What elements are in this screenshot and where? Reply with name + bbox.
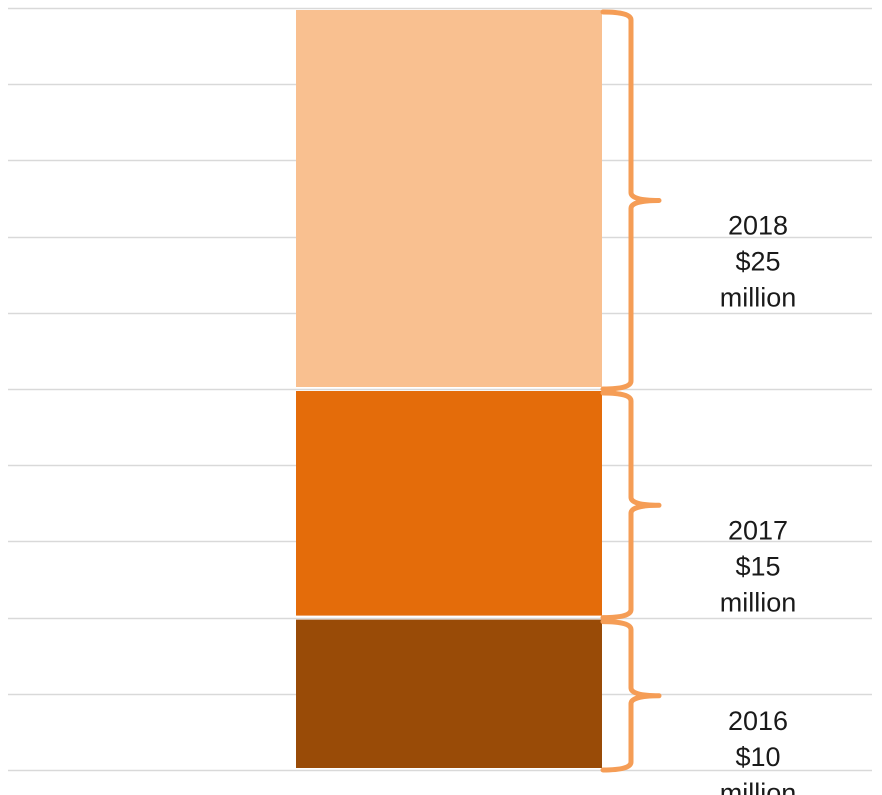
segment-label-2016: 2016 $10 million [720,706,797,795]
segment-label-2017: 2017 $15 million [720,515,797,617]
bracket-2018 [600,9,662,392]
bar-segments [296,10,602,768]
segment-label-2018: 2018 $25 million [720,211,797,313]
segment-labels: 2016 $10 million 2017 $15 million 2018 $25 milli… [720,211,797,795]
segment-label-line: million [720,587,797,617]
bar-segment-2017 [296,391,602,616]
segment-label-line: million [720,778,797,795]
segment-label-line: $15 [735,551,780,581]
segment-label-line: million [720,283,797,313]
bar-segment-2016 [296,619,602,768]
bar-segment-2018 [296,10,602,387]
segment-label-line: 2016 [728,706,788,736]
bracket-2017 [600,390,662,621]
bracket-2016 [600,619,662,773]
segment-label-line: 2018 [728,211,788,241]
segment-label-line: $25 [735,247,780,277]
segment-label-line: 2017 [728,515,788,545]
segment-label-line: $10 [735,742,780,772]
segment-brackets [600,9,662,773]
